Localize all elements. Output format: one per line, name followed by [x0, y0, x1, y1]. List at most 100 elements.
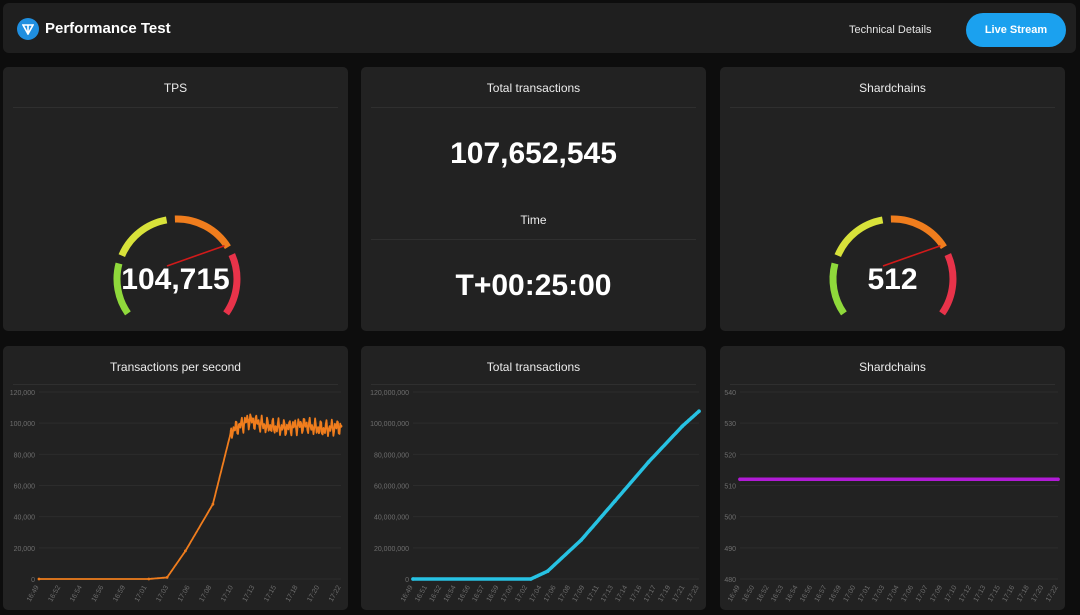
x-tick-label: 17:16 [629, 584, 644, 603]
tps-card: TPS 104,715 [3, 67, 348, 331]
y-tick-label: 540 [724, 390, 736, 397]
y-tick-label: 40,000,000 [374, 515, 409, 522]
x-tick-label: 17:15 [987, 584, 1002, 603]
x-tick-label: 17:00 [843, 584, 858, 603]
gauge-segment [939, 253, 957, 316]
divider [730, 384, 1055, 385]
data-point [229, 429, 233, 433]
data-point [37, 577, 41, 581]
data-point [248, 418, 251, 422]
x-tick-label: 16:56 [799, 584, 814, 603]
tps-chart-title: Transactions per second [110, 360, 241, 374]
ton-logo-icon [17, 18, 39, 40]
total-card: Total transactions 107,652,545 Time T+00… [361, 67, 706, 331]
data-point [184, 549, 187, 553]
x-tick-label: 17:08 [557, 584, 572, 603]
gauge-segment [829, 262, 847, 316]
x-tick-label: 17:13 [600, 584, 615, 603]
tps-card-title: TPS [163, 81, 188, 95]
x-tick-label: 16:59 [486, 584, 501, 603]
y-tick-label: 40,000 [14, 515, 36, 522]
gauge-segment [174, 215, 231, 250]
x-tick-label: 17:06 [543, 584, 558, 603]
y-tick-label: 120,000,000 [370, 390, 409, 397]
x-tick-label: 16:54 [69, 584, 84, 603]
divider [730, 107, 1055, 108]
x-tick-label: 17:21 [672, 584, 687, 603]
gauge-segment [118, 216, 168, 258]
x-tick-label: 16:53 [770, 584, 785, 603]
tps-chart-card: Transactions per second 120,000 100,000 80… [3, 346, 348, 610]
x-tick-label: 17:17 [643, 584, 658, 603]
data-point [411, 577, 415, 581]
x-tick-label: 17:03 [871, 584, 886, 603]
x-tick-label: 17:18 [1016, 584, 1031, 603]
tps-line-chart: 120,000100,00080,00060,00040,00020,00001… [10, 390, 343, 603]
y-tick-label: 520 [724, 452, 736, 459]
live-stream-button[interactable]: Live Stream [966, 13, 1066, 47]
x-tick-label: 17:02 [514, 584, 529, 603]
series-line [411, 409, 701, 581]
x-tick-label: 16:59 [112, 584, 127, 603]
x-tick-label: 16:49 [26, 584, 41, 603]
shardchains-chart-card: Shardchains 540 530 520 510 500 490 480 16:49 16… [720, 346, 1065, 610]
x-tick-label: 17:04 [886, 584, 901, 603]
y-tick-label: 100,000 [10, 421, 35, 428]
x-tick-label: 17:01 [857, 584, 872, 603]
divider [371, 107, 696, 108]
total-transactions-value: 107,652,545 [450, 137, 617, 170]
data-point [321, 428, 325, 431]
x-tick-label: 17:10 [944, 584, 959, 603]
data-point [303, 423, 306, 427]
x-tick-label: 17:11 [586, 584, 601, 602]
x-tick-label: 17:08 [198, 584, 213, 603]
x-tick-label: 17:23 [686, 584, 701, 603]
data-point [284, 426, 288, 430]
y-tick-label: 80,000 [14, 452, 36, 459]
y-tick-label: 480 [724, 577, 736, 584]
data-point [646, 460, 651, 464]
x-tick-label: 17:04 [529, 584, 544, 603]
gauge-segment [113, 262, 131, 316]
x-tick-label: 17:06 [177, 584, 192, 603]
x-tick-label: 17:20 [1030, 584, 1045, 603]
tps-value: 104,715 [121, 263, 230, 296]
y-tick-label: 0 [405, 577, 409, 584]
shardchains-value: 512 [867, 263, 918, 296]
x-tick-label: 16:52 [429, 584, 444, 603]
x-tick-label: 16:50 [741, 584, 756, 603]
x-tick-label: 16:52 [756, 584, 771, 603]
x-tick-label: 16:49 [727, 584, 742, 603]
total-chart-title: Total transactions [486, 360, 581, 374]
data-point [697, 409, 701, 413]
gauge-needle [166, 244, 225, 267]
shardchains-card-title: Shardchains [859, 81, 926, 95]
data-point [211, 502, 215, 506]
data-point [545, 569, 550, 573]
top-bar: Performance Test Technical Details Live … [3, 3, 1076, 53]
x-tick-label: 16:56 [91, 584, 106, 603]
technical-details-link[interactable]: Technical Details [849, 24, 932, 36]
data-point [529, 577, 533, 581]
y-tick-label: 0 [31, 577, 35, 584]
data-point [738, 477, 742, 482]
total-transactions-line-chart: 120,000,000 100,000,000 80,000,000 60,000,0… [370, 390, 701, 603]
x-tick-label: 17:14 [614, 584, 629, 603]
x-tick-label: 16:57 [471, 584, 486, 603]
data-point [579, 538, 583, 542]
x-tick-label: 17:09 [929, 584, 944, 603]
x-tick-label: 17:09 [572, 584, 587, 603]
data-point [165, 576, 169, 579]
divider [371, 239, 696, 240]
data-point [266, 424, 270, 428]
data-point [147, 577, 151, 581]
divider [13, 384, 338, 385]
x-tick-label: 17:10 [220, 584, 235, 603]
time-value: T+00:25:00 [455, 269, 612, 302]
y-tick-label: 120,000 [10, 390, 35, 397]
x-tick-label: 16:49 [400, 584, 415, 603]
x-tick-label: 17:19 [657, 584, 672, 603]
x-tick-label: 16:51 [414, 584, 429, 603]
x-tick-label: 17:07 [915, 584, 930, 603]
